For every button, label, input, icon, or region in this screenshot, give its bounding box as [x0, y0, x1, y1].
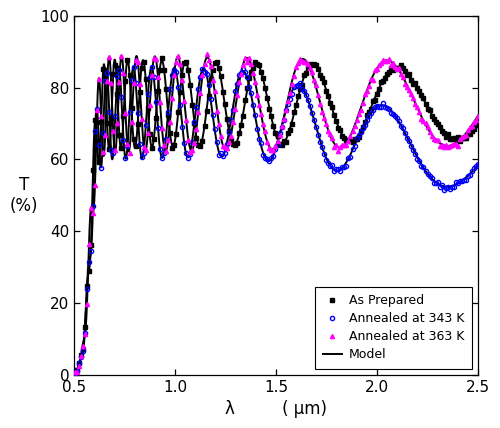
Legend: As Prepared, Annealed at 343 K, Annealed at 363 K, Model: As Prepared, Annealed at 343 K, Annealed…: [316, 287, 472, 369]
Annealed at 363 K: [147, 102, 153, 107]
As Prepared: [72, 367, 78, 372]
Annealed at 363 K: [443, 142, 449, 147]
Annealed at 343 K: [96, 142, 102, 147]
Annealed at 343 K: [475, 162, 481, 167]
Annealed at 363 K: [204, 52, 210, 57]
Annealed at 343 K: [147, 74, 153, 80]
As Prepared: [90, 168, 96, 173]
As Prepared: [475, 121, 481, 126]
Line: Annealed at 363 K: Annealed at 363 K: [72, 52, 480, 374]
Annealed at 363 K: [72, 370, 78, 375]
Line: Annealed at 343 K: Annealed at 343 K: [72, 65, 480, 375]
Annealed at 343 K: [182, 140, 188, 145]
Annealed at 363 K: [457, 137, 463, 142]
Annealed at 343 K: [72, 370, 78, 375]
Annealed at 343 K: [88, 249, 94, 254]
Annealed at 363 K: [96, 76, 102, 81]
Annealed at 343 K: [149, 64, 155, 69]
As Prepared: [98, 119, 104, 124]
As Prepared: [149, 145, 155, 150]
As Prepared: [459, 135, 465, 140]
Annealed at 363 K: [179, 78, 185, 83]
Y-axis label: T
(%): T (%): [10, 176, 38, 215]
Annealed at 343 K: [443, 185, 449, 190]
X-axis label: λ         ( μm): λ ( μm): [226, 400, 328, 418]
As Prepared: [184, 59, 190, 64]
As Prepared: [159, 55, 165, 60]
As Prepared: [445, 132, 451, 137]
Annealed at 343 K: [457, 179, 463, 184]
Annealed at 363 K: [88, 206, 94, 211]
Line: As Prepared: As Prepared: [72, 56, 480, 372]
Annealed at 363 K: [475, 113, 481, 118]
As Prepared: [74, 367, 80, 372]
